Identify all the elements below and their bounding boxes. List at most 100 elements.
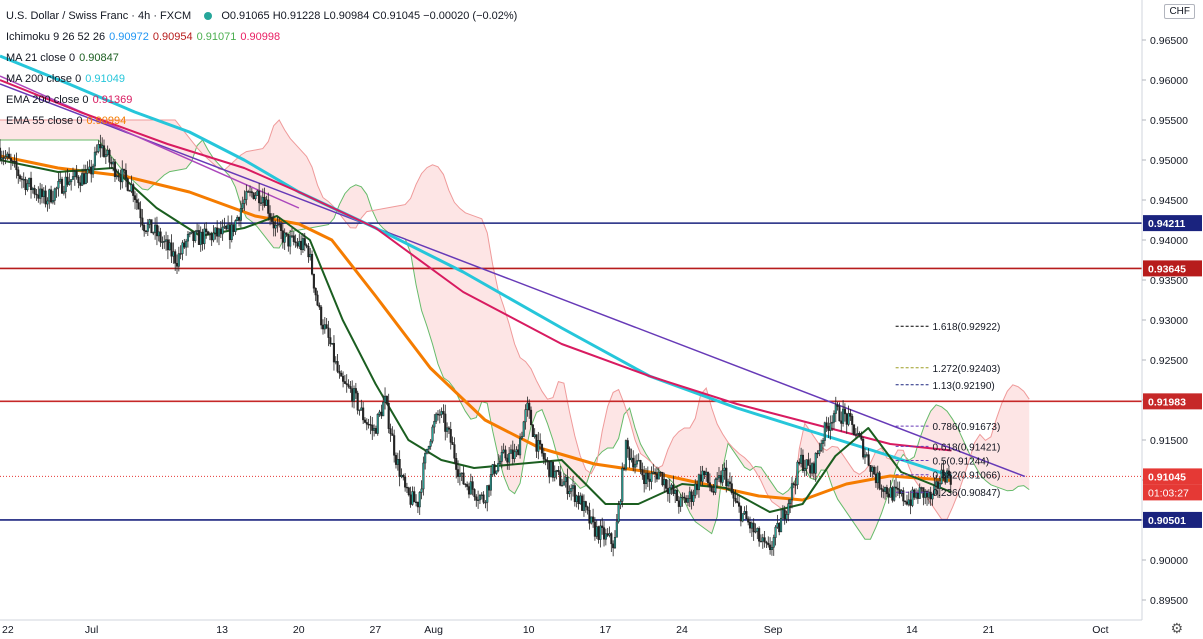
candle-body: [526, 402, 529, 410]
candle: [706, 471, 710, 488]
candle-body: [238, 217, 241, 221]
candle: [568, 485, 571, 498]
candle-body: [42, 190, 45, 197]
candle: [657, 467, 660, 480]
level-price-badge-bg: [1143, 260, 1202, 277]
candle: [911, 486, 914, 508]
candle: [900, 489, 903, 497]
gear-icon[interactable]: ⚙: [1170, 620, 1183, 636]
price-tick-label: 0.94000: [1150, 235, 1188, 247]
candle-body: [99, 144, 102, 149]
candle-body: [847, 413, 850, 425]
candle: [416, 501, 419, 514]
candle-body: [453, 444, 456, 459]
candle-body: [17, 169, 20, 177]
candle-body: [331, 343, 334, 345]
candle-body: [287, 234, 290, 247]
candle: [668, 478, 671, 503]
candle-body: [767, 542, 770, 546]
candle: [241, 196, 244, 213]
candle: [50, 185, 53, 204]
candle: [738, 494, 741, 513]
candle-body: [686, 498, 690, 503]
candle: [854, 428, 857, 438]
ichimoku-cloud: [0, 120, 1030, 540]
candle-body: [247, 191, 250, 193]
candle-body: [241, 203, 244, 209]
candle-body: [389, 428, 392, 435]
candle: [447, 426, 450, 434]
candle: [790, 476, 794, 509]
candle-body: [577, 495, 580, 505]
candle: [772, 534, 775, 556]
candle-body: [0, 147, 2, 160]
candle: [626, 437, 629, 458]
candle: [62, 185, 65, 196]
candle: [458, 465, 461, 486]
candle-body: [646, 472, 649, 480]
candle: [575, 494, 578, 508]
candle: [425, 448, 429, 455]
time-tick-label: 20: [293, 624, 305, 636]
candle-body: [165, 239, 168, 242]
candle: [239, 200, 242, 228]
candle: [97, 140, 100, 154]
candle: [617, 500, 620, 524]
legend-indicator-row[interactable]: MA 21 close 0 0.90847: [6, 48, 517, 69]
legend-indicator-row[interactable]: EMA 200 close 0 0.91369: [6, 90, 517, 111]
candle-body: [840, 420, 843, 424]
symbol-title[interactable]: U.S. Dollar / Swiss Franc · 4h · FXCM: [6, 10, 192, 22]
candle-body: [774, 526, 777, 538]
candle: [29, 171, 33, 199]
candle-body: [927, 491, 930, 498]
candle: [918, 483, 921, 499]
candle: [456, 460, 460, 484]
candle-body: [11, 160, 14, 163]
candle: [641, 462, 644, 480]
ohlc-values: O0.91065 H0.91228 L0.90984 C0.91045 −0.0…: [221, 10, 518, 22]
candle-body: [811, 463, 814, 474]
candle-body: [533, 434, 536, 437]
candle: [75, 165, 78, 180]
candle-body: [332, 343, 336, 363]
candle: [677, 495, 680, 514]
candle-body: [236, 217, 239, 221]
candle-body: [360, 407, 363, 411]
price-tick-label: 0.93500: [1150, 275, 1188, 287]
candle-body: [548, 461, 551, 478]
candle-body: [832, 413, 836, 423]
legend-indicator-row[interactable]: MA 200 close 0 0.91049: [6, 69, 517, 90]
candle-body: [670, 484, 673, 489]
candle-body: [946, 470, 949, 483]
candle-body: [321, 324, 325, 330]
candle-body: [529, 409, 533, 426]
candle-body: [699, 474, 702, 482]
legend-indicator-row[interactable]: Ichimoku 9 26 52 26 0.90972 0.90954 0.91071…: [6, 27, 517, 48]
candle-body: [466, 484, 469, 487]
candle-body: [854, 434, 857, 436]
candle-body: [756, 528, 759, 532]
candle-body: [278, 223, 281, 226]
candle: [840, 411, 843, 432]
candle: [243, 190, 246, 211]
candle: [648, 472, 651, 491]
candle-body: [489, 474, 492, 491]
candle: [508, 446, 511, 470]
candle: [801, 449, 804, 473]
candle-body: [719, 475, 722, 483]
candle-body: [482, 494, 485, 503]
candle: [385, 395, 388, 405]
level-price-badge: 0.94211: [1148, 218, 1186, 230]
indicator-value: 0.91049: [85, 73, 125, 85]
legend-indicator-row[interactable]: EMA 55 close 0 0.90994: [6, 111, 517, 132]
candle-body: [827, 425, 830, 431]
candle: [208, 231, 211, 241]
candle-body: [181, 242, 184, 254]
candle-body: [60, 178, 64, 194]
candle-body: [48, 189, 51, 202]
candle-body: [546, 460, 549, 462]
candle-body: [196, 230, 199, 232]
candle: [893, 479, 896, 502]
